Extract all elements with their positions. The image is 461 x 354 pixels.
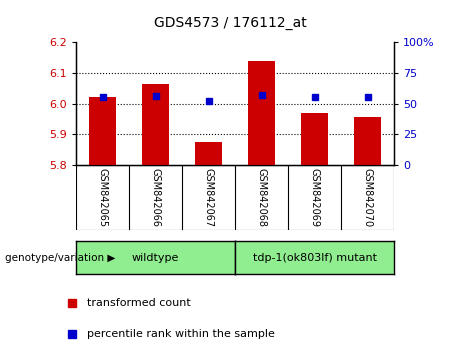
Bar <box>195 142 222 165</box>
Text: GSM842068: GSM842068 <box>257 168 266 227</box>
Bar <box>355 117 381 165</box>
Bar <box>248 61 275 165</box>
Text: GSM842065: GSM842065 <box>98 168 107 227</box>
Text: genotype/variation ▶: genotype/variation ▶ <box>5 252 115 263</box>
Text: GSM842069: GSM842069 <box>310 168 319 227</box>
Text: transformed count: transformed count <box>88 298 191 308</box>
Bar <box>301 113 328 165</box>
Bar <box>142 84 169 165</box>
Text: GDS4573 / 176112_at: GDS4573 / 176112_at <box>154 16 307 30</box>
Text: GSM842067: GSM842067 <box>204 168 213 227</box>
Bar <box>89 97 116 165</box>
Text: tdp-1(ok803lf) mutant: tdp-1(ok803lf) mutant <box>253 252 377 263</box>
Text: GSM842066: GSM842066 <box>151 168 160 227</box>
Text: wildtype: wildtype <box>132 252 179 263</box>
Text: GSM842070: GSM842070 <box>363 168 372 227</box>
Text: percentile rank within the sample: percentile rank within the sample <box>88 329 275 339</box>
